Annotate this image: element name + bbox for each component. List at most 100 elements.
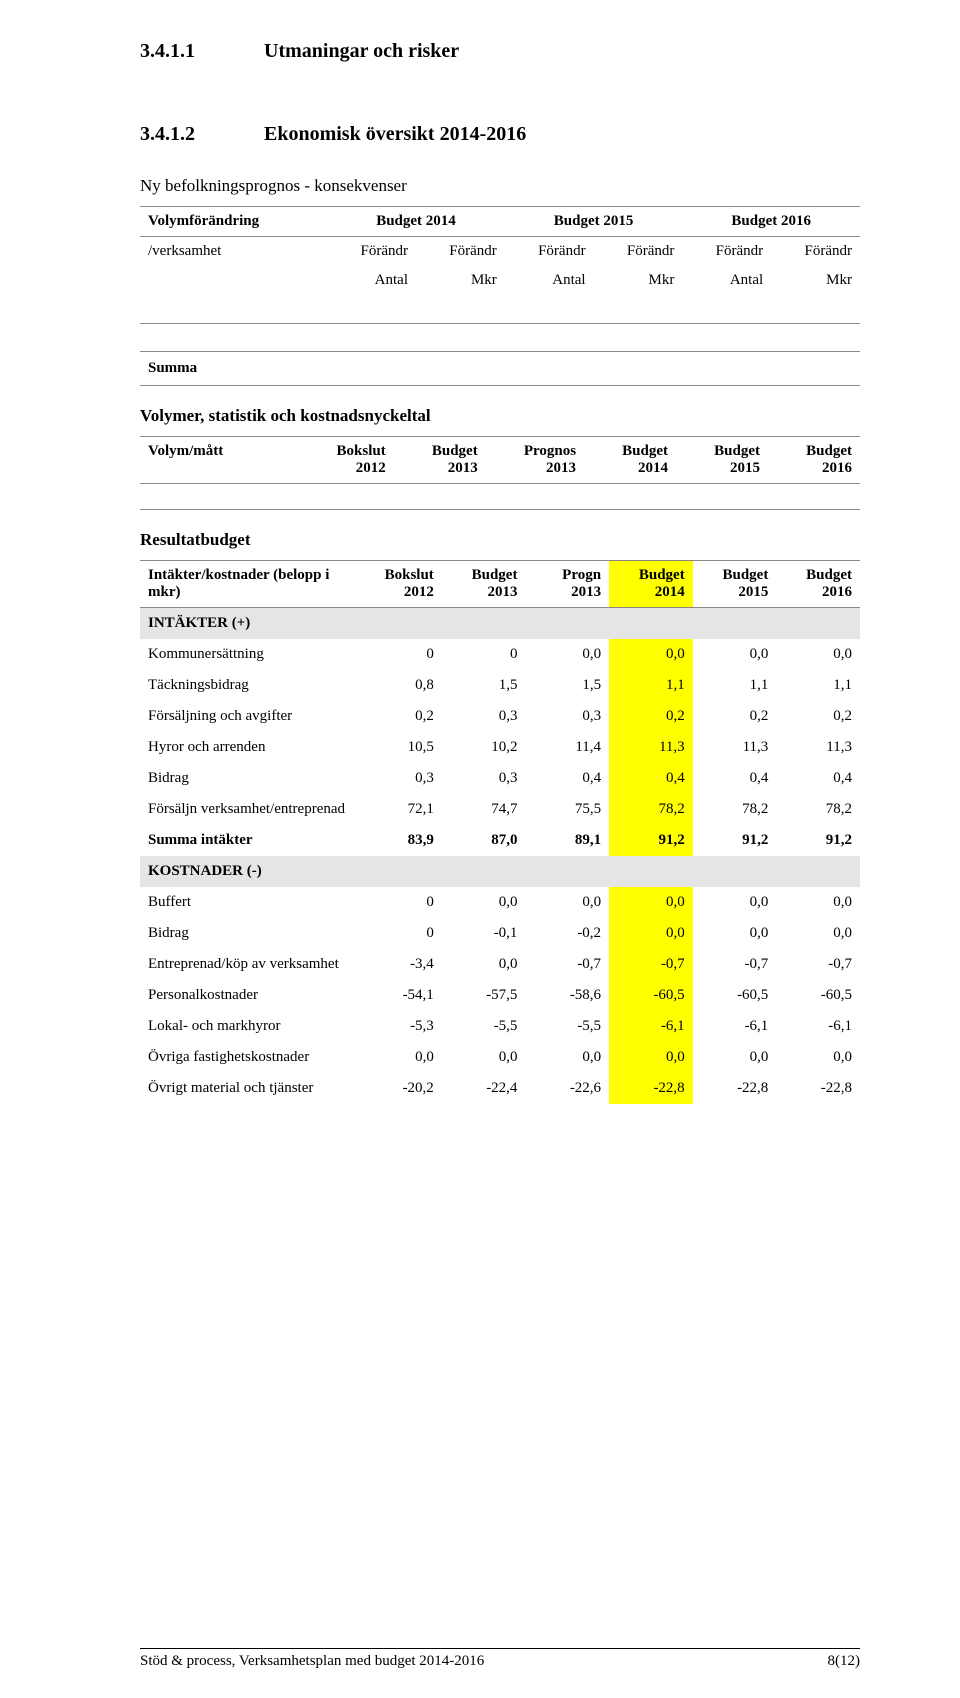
cell-value: 91,2 [776,825,860,856]
cell-value: 0,2 [609,701,693,732]
cell-value: -60,5 [693,980,777,1011]
table-row-spacer [140,323,860,351]
cell-summa: Summa [140,351,327,385]
cell-value: 0,0 [525,887,609,918]
page: 3.4.1.1 Utmaningar och risker 3.4.1.2 Ek… [0,0,960,1698]
row-label: KOSTNADER (-) [140,856,860,887]
table-resultatbudget: Intäkter/kostnader (belopp i mkr) Bokslu… [140,560,860,1104]
cell-value: 78,2 [693,794,777,825]
row-label: Övriga fastighetskostnader [140,1042,358,1073]
cell-value: -57,5 [442,980,526,1011]
cell-mkr: Mkr [771,266,860,295]
cell-value: 83,9 [358,825,442,856]
cell-value: 0,0 [442,949,526,980]
row-label: Kommunersättning [140,639,358,670]
table-row: /verksamhet Förändr Förändr Förändr Förä… [140,237,860,267]
col-budget-2016: Budget 2016 [768,436,860,483]
cell-value: 78,2 [609,794,693,825]
cell-value: 1,5 [442,670,526,701]
cell-forandr: Förändr [682,237,771,267]
cell-value: -58,6 [525,980,609,1011]
cell-value: -22,4 [442,1073,526,1104]
row-label: Täckningsbidrag [140,670,358,701]
cell-value: 11,3 [776,732,860,763]
cell-value: 0 [358,639,442,670]
cell-value: -5,5 [525,1011,609,1042]
col-budget-2015: Budget 2015 [676,436,768,483]
table-row: Antal Mkr Antal Mkr Antal Mkr [140,266,860,295]
table-row: Entreprenad/köp av verksamhet-3,40,0-0,7… [140,949,860,980]
row-label: INTÄKTER (+) [140,607,860,639]
table-row: Summa intäkter83,987,089,191,291,291,2 [140,825,860,856]
cell-value: 0,3 [442,701,526,732]
col-intakter-kostnader: Intäkter/kostnader (belopp i mkr) [140,560,358,607]
table-row: Bidrag0-0,1-0,20,00,00,0 [140,918,860,949]
cell-antal: Antal [505,266,594,295]
cell-mkr: Mkr [416,266,505,295]
cell-value: -3,4 [358,949,442,980]
col-bokslut-2012: Bokslut 2012 [298,436,393,483]
cell-value: 91,2 [609,825,693,856]
cell-value: 0,0 [693,639,777,670]
cell-value: 0,0 [442,887,526,918]
cell-value: -54,1 [358,980,442,1011]
cell-value: 1,1 [609,670,693,701]
subheading-volymer: Volymer, statistik och kostnadsnyckeltal [140,406,860,426]
row-label: Hyror och arrenden [140,732,358,763]
cell-value: 1,1 [693,670,777,701]
table-row: INTÄKTER (+) [140,607,860,639]
cell-value: -0,7 [525,949,609,980]
row-label: Summa intäkter [140,825,358,856]
cell-value: 11,3 [609,732,693,763]
table-row [140,483,860,509]
cell-forandr: Förändr [594,237,683,267]
cell-value: 0,0 [609,887,693,918]
table-volymforandring: Volymförändring Budget 2014 Budget 2015 … [140,206,860,386]
cell-value: -6,1 [776,1011,860,1042]
cell-value: -5,3 [358,1011,442,1042]
cell-value: -20,2 [358,1073,442,1104]
row-verksamhet: /verksamhet [140,237,327,267]
table-row: KOSTNADER (-) [140,856,860,887]
col-volym-matt: Volym/mått [140,436,298,483]
col-bokslut-2012: Bokslut 2012 [358,560,442,607]
table-row-summa: Summa [140,351,860,385]
cell-value: 0,4 [525,763,609,794]
cell-value: 11,3 [693,732,777,763]
cell-value: 0,0 [609,918,693,949]
cell-value: 0,0 [609,639,693,670]
footer-right: 8(12) [828,1653,861,1670]
cell-value: 72,1 [358,794,442,825]
cell-value: -5,5 [442,1011,526,1042]
table-row: Försäljning och avgifter0,20,30,30,20,20… [140,701,860,732]
cell-value: 0,0 [693,1042,777,1073]
col-budget-2013: Budget 2013 [394,436,486,483]
table-row: Försäljn verksamhet/entreprenad72,174,77… [140,794,860,825]
col-budget-2014: Budget 2014 [584,436,676,483]
cell-value: 89,1 [525,825,609,856]
cell-value: 0,0 [776,639,860,670]
page-footer: Stöd & process, Verksamhetsplan med budg… [140,1648,860,1670]
cell-value: 11,4 [525,732,609,763]
cell-value: 10,5 [358,732,442,763]
cell-value: 1,1 [776,670,860,701]
cell-value: 0,2 [693,701,777,732]
heading-2-number: 3.4.1.2 [140,123,260,146]
cell-value: 0,4 [609,763,693,794]
table-row: Övriga fastighetskostnader0,00,00,00,00,… [140,1042,860,1073]
col-budget-2015: Budget 2015 [693,560,777,607]
cell-value: 0 [442,639,526,670]
table-row: Hyror och arrenden10,510,211,411,311,311… [140,732,860,763]
row-label: Entreprenad/köp av verksamhet [140,949,358,980]
row-label: Personalkostnader [140,980,358,1011]
cell-value: 91,2 [693,825,777,856]
cell-value: 0,3 [525,701,609,732]
cell-value: 10,2 [442,732,526,763]
table-row: Lokal- och markhyror-5,3-5,5-5,5-6,1-6,1… [140,1011,860,1042]
col-volymforandring: Volymförändring [140,207,327,237]
table-row: Buffert00,00,00,00,00,0 [140,887,860,918]
col-budget-2014: Budget 2014 [327,207,505,237]
cell-value: 0,2 [358,701,442,732]
heading-1: 3.4.1.1 Utmaningar och risker [140,40,860,63]
cell-value: -0,7 [693,949,777,980]
